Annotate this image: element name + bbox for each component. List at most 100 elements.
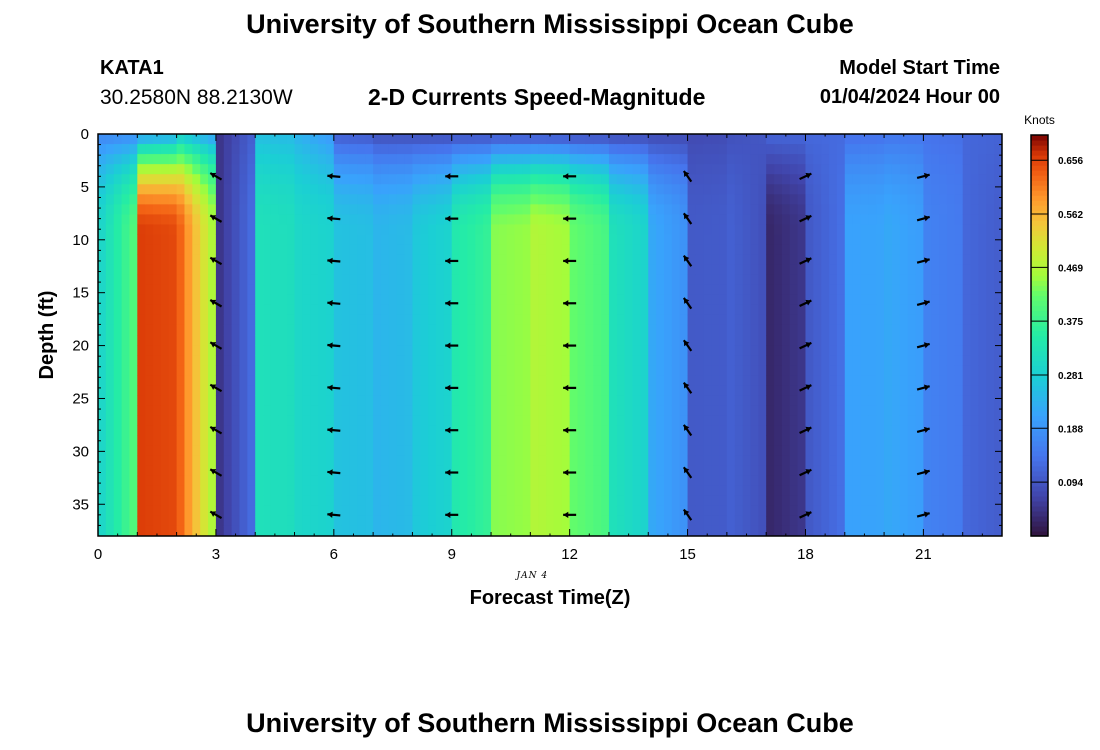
- heatmap-cell: [357, 264, 366, 276]
- heatmap-cell: [726, 355, 736, 366]
- heatmap-cell: [695, 475, 704, 487]
- heatmap-cell: [105, 224, 115, 235]
- heatmap-cell: [553, 425, 563, 436]
- heatmap-cell: [215, 314, 225, 326]
- heatmap-cell: [711, 304, 720, 316]
- heatmap-cell: [569, 355, 579, 366]
- heatmap-cell: [994, 375, 1003, 386]
- heatmap-cell: [923, 335, 932, 346]
- heatmap-cell: [758, 324, 767, 336]
- heatmap-cell: [388, 415, 398, 426]
- heatmap-cell: [553, 515, 563, 527]
- heatmap-cell: [373, 505, 382, 517]
- heatmap-cell: [813, 324, 822, 336]
- heatmap-cell: [593, 164, 602, 175]
- heatmap-cell: [223, 244, 233, 256]
- heatmap-cell: [789, 385, 799, 396]
- heatmap-cell: [742, 164, 751, 175]
- heatmap-cell: [333, 244, 343, 256]
- heatmap-cell: [396, 294, 406, 306]
- heatmap-cell: [239, 505, 248, 517]
- heatmap-cell: [585, 154, 594, 165]
- heatmap-cell: [836, 415, 846, 426]
- heatmap-cell: [907, 385, 917, 396]
- heatmap-cell: [168, 174, 178, 185]
- heatmap-cell: [137, 274, 146, 286]
- current-vector-arrow: [563, 300, 577, 307]
- heatmap-cell: [223, 174, 233, 185]
- heatmap-cell: [310, 505, 319, 517]
- heatmap-cell: [719, 254, 728, 266]
- heatmap-cell: [145, 244, 154, 256]
- heatmap-cell: [876, 294, 885, 306]
- heatmap-cell: [239, 204, 248, 215]
- heatmap-cell: [373, 425, 382, 436]
- heatmap-cell: [601, 314, 610, 326]
- heatmap-cell: [648, 304, 657, 316]
- heatmap-cell: [939, 425, 948, 436]
- heatmap-cell: [711, 234, 720, 246]
- heatmap-cell: [781, 134, 791, 145]
- heatmap-cell: [719, 395, 728, 406]
- heatmap-cell: [781, 304, 791, 316]
- heatmap-cell: [145, 505, 154, 517]
- heatmap-cell: [247, 355, 256, 366]
- heatmap-cell: [711, 274, 720, 286]
- heatmap-cell: [467, 345, 476, 356]
- heatmap-cell: [797, 204, 806, 215]
- heatmap-cell: [223, 455, 233, 467]
- heatmap-cell: [412, 445, 421, 457]
- heatmap-cell: [656, 244, 665, 256]
- heatmap-cell: [105, 164, 115, 175]
- heatmap-cell: [750, 204, 759, 215]
- heatmap-cell: [467, 475, 476, 487]
- heatmap-cell: [153, 294, 162, 306]
- heatmap-cell: [577, 345, 586, 356]
- heatmap-cell: [153, 134, 162, 145]
- heatmap-cell: [711, 134, 720, 145]
- heatmap-cell: [113, 204, 123, 215]
- heatmap-cell: [223, 224, 233, 235]
- heatmap-cell: [695, 445, 704, 457]
- heatmap-cell: [215, 345, 225, 356]
- heatmap-cell: [608, 415, 618, 426]
- heatmap-cell: [113, 214, 123, 225]
- heatmap-cell: [153, 224, 162, 235]
- heatmap-cell: [373, 254, 382, 266]
- heatmap-cell: [443, 224, 453, 235]
- heatmap-cell: [121, 154, 130, 165]
- heatmap-cell: [774, 174, 783, 185]
- heatmap-cell: [577, 355, 586, 366]
- heatmap-cell: [176, 475, 185, 487]
- heatmap-cell: [420, 515, 429, 527]
- heatmap-cell: [522, 495, 531, 507]
- heatmap-cell: [679, 234, 689, 246]
- heatmap-cell: [758, 435, 767, 447]
- heatmap-cell: [318, 184, 327, 195]
- heatmap-cell: [176, 515, 185, 527]
- heatmap-cell: [954, 495, 964, 507]
- heatmap-cell: [467, 375, 476, 386]
- heatmap-cell: [844, 385, 854, 396]
- heatmap-cell: [915, 335, 924, 346]
- heatmap-cell: [373, 485, 382, 497]
- heatmap-cell: [860, 244, 869, 256]
- heatmap-cell: [420, 144, 429, 155]
- heatmap-cell: [436, 324, 445, 336]
- heatmap-cell: [365, 365, 374, 376]
- heatmap-cell: [923, 154, 932, 165]
- heatmap-cell: [231, 455, 240, 467]
- heatmap-cell: [719, 425, 728, 436]
- heatmap-cell: [844, 445, 854, 457]
- heatmap-cell: [781, 385, 791, 396]
- heatmap-cell: [805, 224, 814, 235]
- heatmap-cell: [380, 525, 390, 537]
- heatmap-cell: [734, 144, 744, 155]
- arrow-head: [923, 215, 930, 222]
- heatmap-cell: [153, 144, 162, 155]
- heatmap-cell: [255, 475, 264, 487]
- heatmap-cell: [876, 475, 885, 487]
- heatmap-cell: [774, 405, 783, 416]
- heatmap-cell: [703, 355, 712, 366]
- heatmap-cell: [129, 234, 138, 246]
